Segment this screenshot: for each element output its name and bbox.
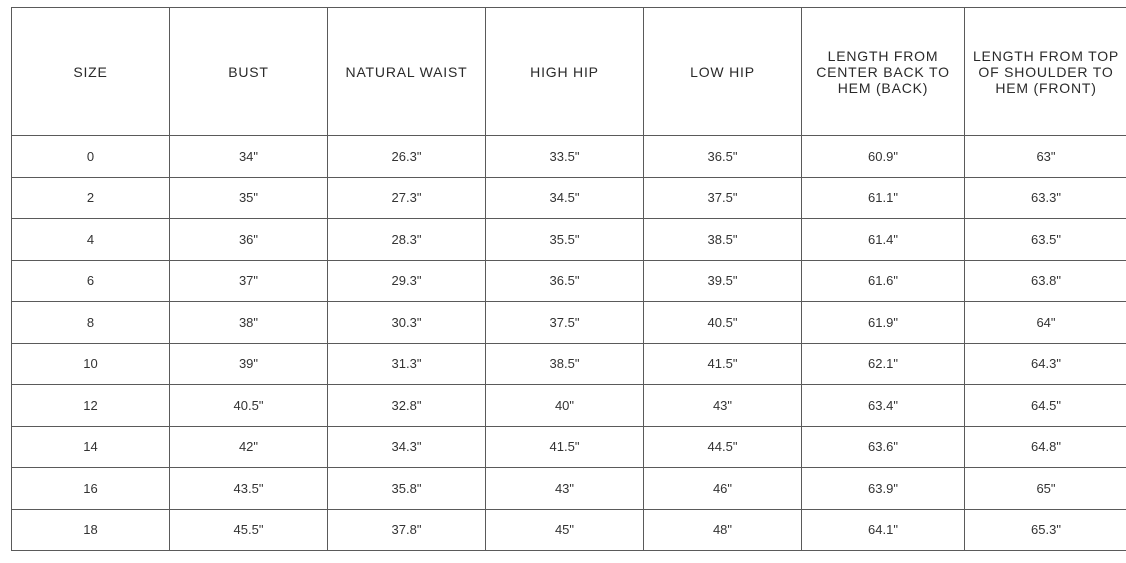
measurement-cell: 26.3" [327,135,486,178]
measurement-cell: 63.6" [801,425,965,468]
measurement-cell: 32.8" [327,384,486,427]
header-row: SIZE BUST NATURAL WAIST HIGH HIP LOW HIP LENG… [11,7,1126,136]
measurement-cell: 40.5" [643,301,802,344]
measurement-cell: 63.8" [964,259,1126,302]
table-row: 14 42" 34.3" 41.5" 44.5" 63.6" 64.8" [11,425,1126,468]
table-header: SIZE BUST NATURAL WAIST HIGH HIP LOW HIP LENG… [11,7,1126,136]
table-row: 4 36" 28.3" 35.5" 38.5" 61.4" 63.5" [11,218,1126,261]
measurement-cell: 34.3" [327,425,486,468]
size-cell: 16 [11,467,170,510]
measurement-cell: 63.3" [964,176,1126,219]
measurement-cell: 64.8" [964,425,1126,468]
column-header: LOW HIP [643,7,802,136]
column-header: LENGTH FROM CENTER BACK TO HEM (BACK) [801,7,965,136]
measurement-cell: 62.1" [801,342,965,385]
size-cell: 6 [11,259,170,302]
measurement-cell: 61.1" [801,176,965,219]
measurement-cell: 63.9" [801,467,965,510]
measurement-cell: 28.3" [327,218,486,261]
column-header: LENGTH FROM TOP OF SHOULDER TO HEM (FRON… [964,7,1126,136]
measurement-cell: 65" [964,467,1126,510]
measurement-cell: 37" [169,259,328,302]
measurement-cell: 36.5" [485,259,644,302]
measurement-cell: 27.3" [327,176,486,219]
measurement-cell: 38.5" [643,218,802,261]
measurement-cell: 37.5" [485,301,644,344]
size-cell: 14 [11,425,170,468]
measurement-cell: 48" [643,508,802,551]
column-header: NATURAL WAIST [327,7,486,136]
measurement-cell: 64.5" [964,384,1126,427]
measurement-cell: 63.4" [801,384,965,427]
measurement-cell: 43" [485,467,644,510]
measurement-cell: 61.6" [801,259,965,302]
table-row: 6 37" 29.3" 36.5" 39.5" 61.6" 63.8" [11,259,1126,302]
table-row: 0 34" 26.3" 33.5" 36.5" 60.9" 63" [11,135,1126,178]
measurement-cell: 36.5" [643,135,802,178]
table-row: 2 35" 27.3" 34.5" 37.5" 61.1" 63.3" [11,176,1126,219]
measurement-cell: 41.5" [643,342,802,385]
table-row: 16 43.5" 35.8" 43" 46" 63.9" 65" [11,467,1126,510]
measurement-cell: 63" [964,135,1126,178]
size-cell: 4 [11,218,170,261]
measurement-cell: 41.5" [485,425,644,468]
measurement-cell: 34.5" [485,176,644,219]
measurement-cell: 43.5" [169,467,328,510]
measurement-cell: 65.3" [964,508,1126,551]
size-cell: 18 [11,508,170,551]
measurement-cell: 39" [169,342,328,385]
measurement-cell: 61.9" [801,301,965,344]
measurement-cell: 61.4" [801,218,965,261]
measurement-cell: 36" [169,218,328,261]
measurement-cell: 60.9" [801,135,965,178]
measurement-cell: 39.5" [643,259,802,302]
measurement-cell: 31.3" [327,342,486,385]
column-header: SIZE [11,7,170,136]
measurement-cell: 33.5" [485,135,644,178]
table-row: 8 38" 30.3" 37.5" 40.5" 61.9" 64" [11,301,1126,344]
size-cell: 10 [11,342,170,385]
column-header: HIGH HIP [485,7,644,136]
size-cell: 2 [11,176,170,219]
table-body: 0 34" 26.3" 33.5" 36.5" 60.9" 63" 2 35" 27.3" 34.5… [11,135,1126,551]
measurement-cell: 29.3" [327,259,486,302]
measurement-cell: 42" [169,425,328,468]
measurement-cell: 34" [169,135,328,178]
measurement-cell: 43" [643,384,802,427]
measurement-cell: 64.3" [964,342,1126,385]
measurement-cell: 64" [964,301,1126,344]
measurement-cell: 40.5" [169,384,328,427]
measurement-cell: 46" [643,467,802,510]
measurement-cell: 38.5" [485,342,644,385]
size-cell: 8 [11,301,170,344]
measurement-cell: 64.1" [801,508,965,551]
table-row: 12 40.5" 32.8" 40" 43" 63.4" 64.5" [11,384,1126,427]
measurement-cell: 45" [485,508,644,551]
measurement-cell: 44.5" [643,425,802,468]
measurement-cell: 40" [485,384,644,427]
column-header: BUST [169,7,328,136]
measurement-cell: 45.5" [169,508,328,551]
measurement-cell: 37.8" [327,508,486,551]
measurement-cell: 35" [169,176,328,219]
table-row: 18 45.5" 37.8" 45" 48" 64.1" 65.3" [11,508,1126,551]
measurement-cell: 63.5" [964,218,1126,261]
size-cell: 0 [11,135,170,178]
measurement-cell: 37.5" [643,176,802,219]
measurement-cell: 35.5" [485,218,644,261]
table-row: 10 39" 31.3" 38.5" 41.5" 62.1" 64.3" [11,342,1126,385]
size-chart-table: SIZE BUST NATURAL WAIST HIGH HIP LOW HIP LENG… [11,7,1126,551]
measurement-cell: 30.3" [327,301,486,344]
size-cell: 12 [11,384,170,427]
measurement-cell: 35.8" [327,467,486,510]
measurement-cell: 38" [169,301,328,344]
